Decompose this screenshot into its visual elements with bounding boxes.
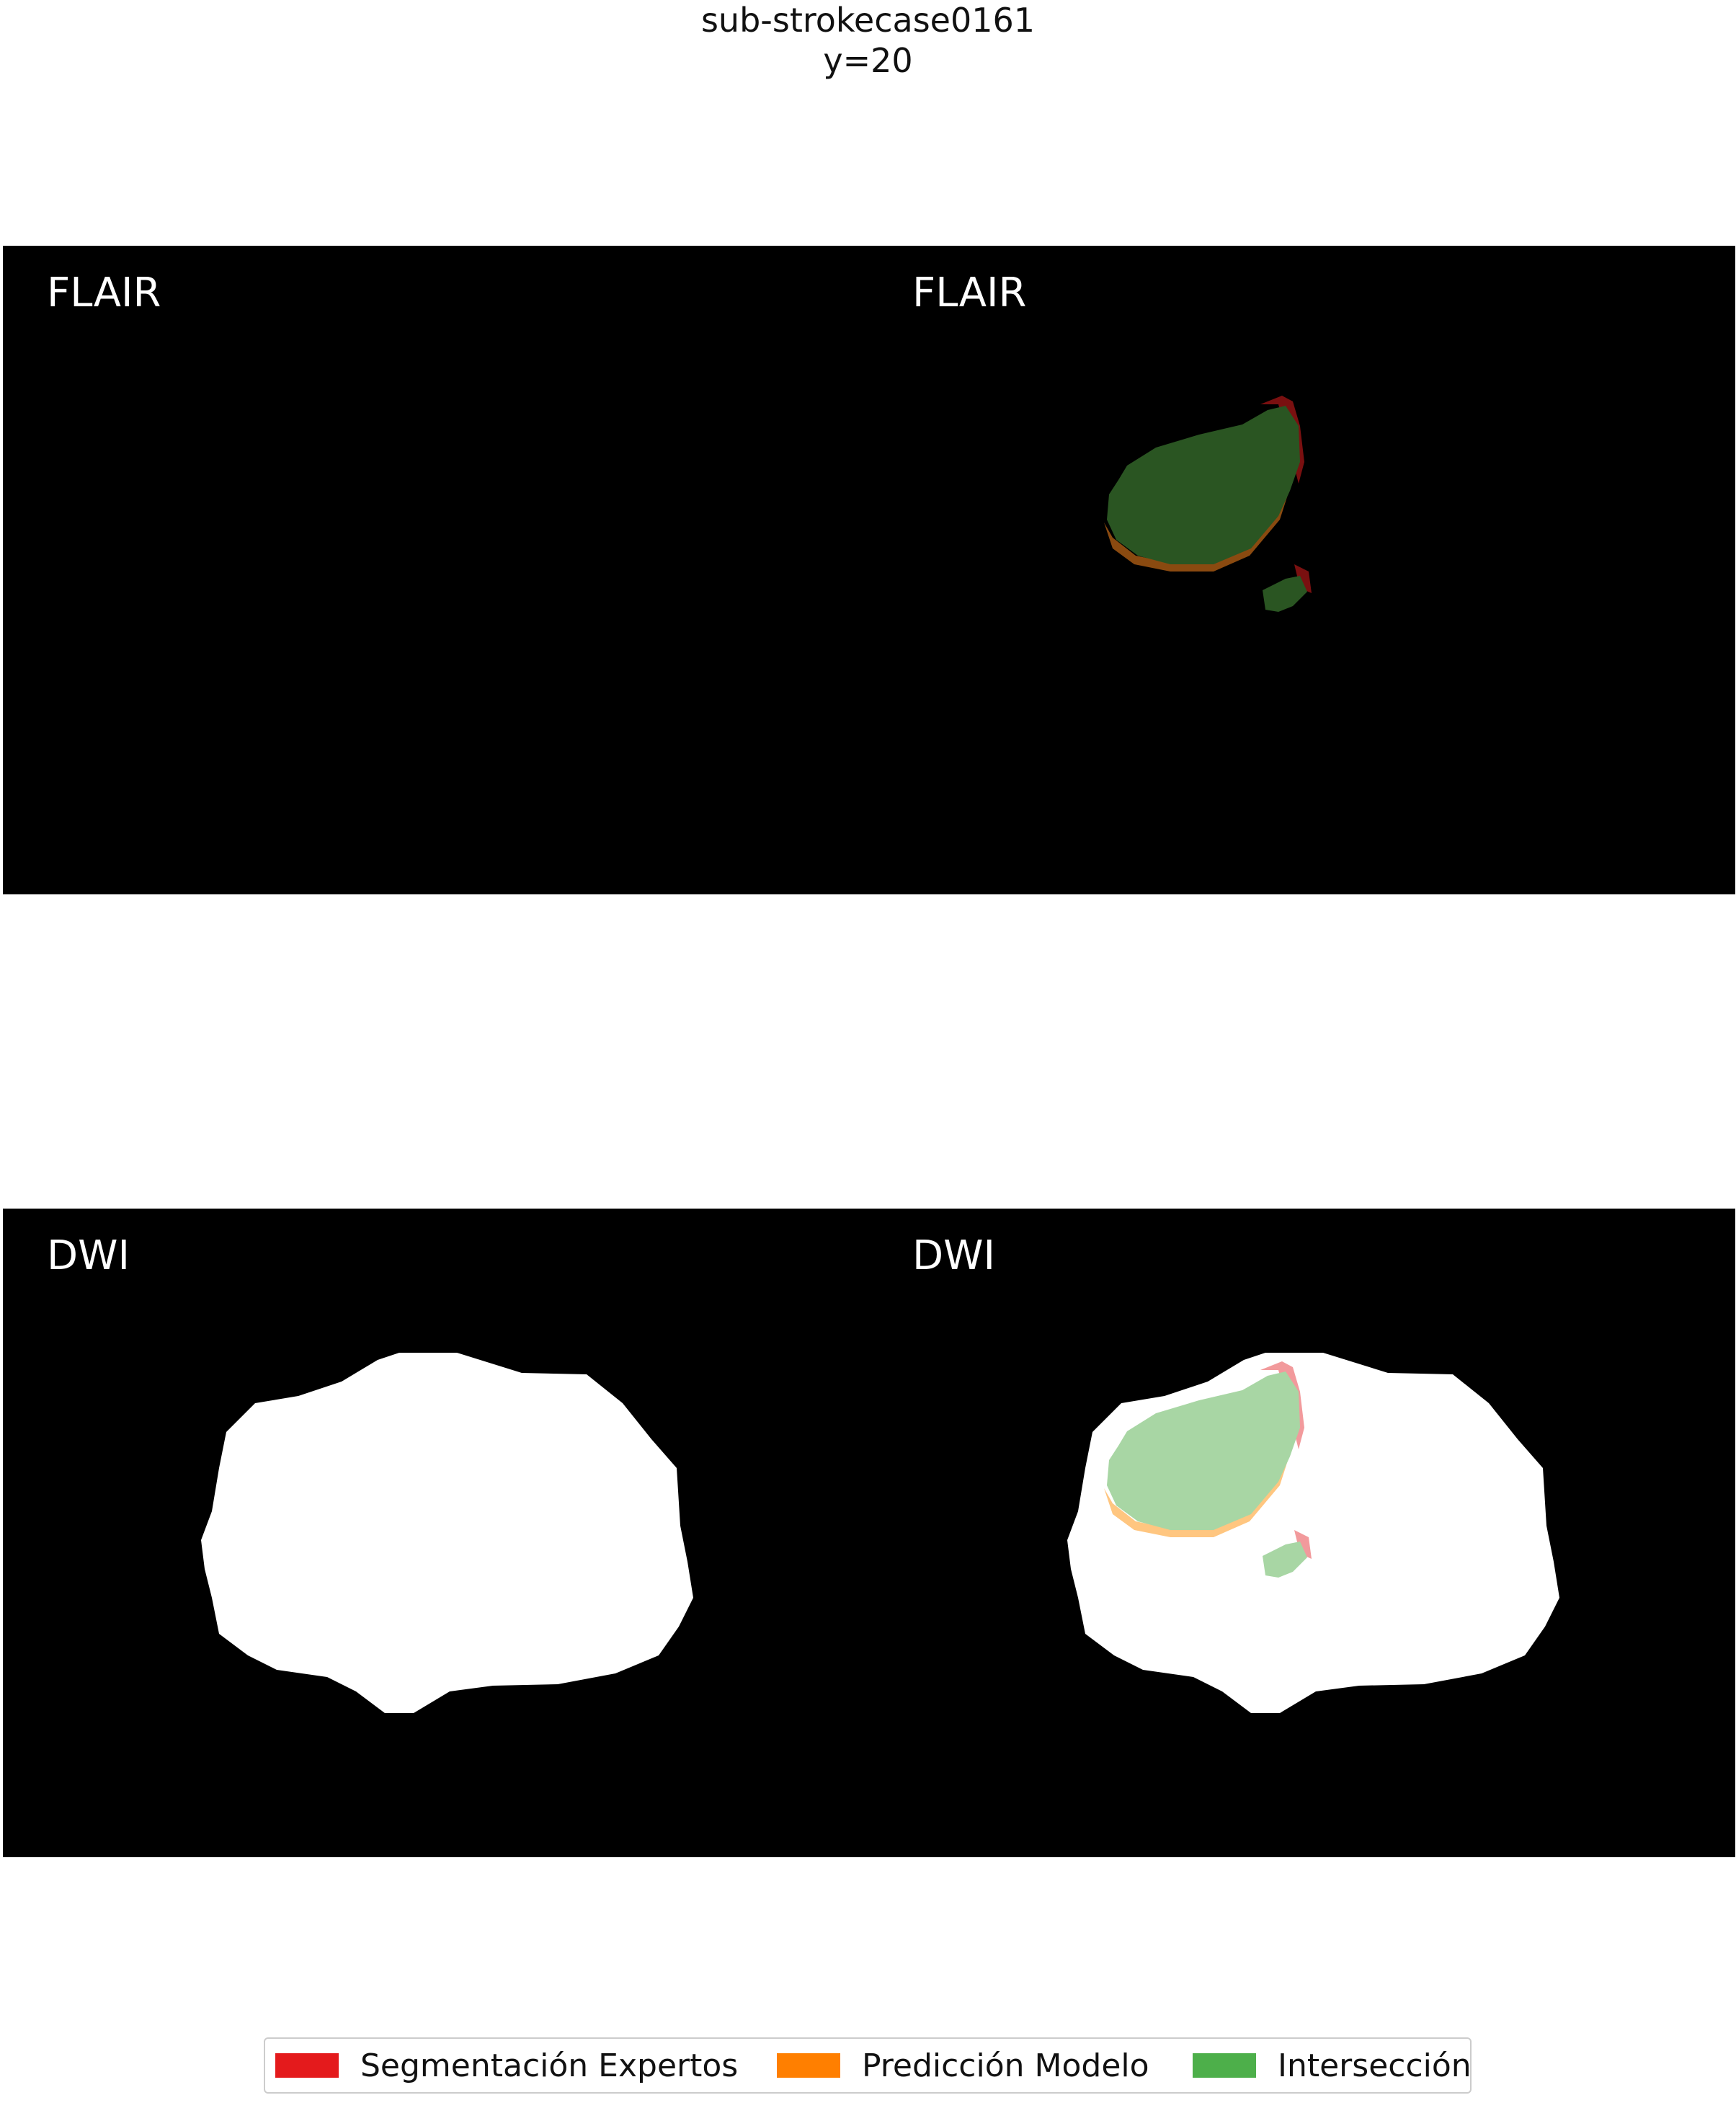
flair-images (3, 246, 1735, 894)
flair-intersection-lesion-small (1263, 576, 1307, 612)
legend-swatch-intersection (1193, 2053, 1256, 2078)
flair-right-label: FLAIR (912, 272, 1026, 315)
legend-label-expert: Segmentación Expertos (360, 2047, 738, 2084)
dwi-row-panel: DWI DWI (3, 1209, 1735, 1857)
legend-item-model: Predicción Modelo (777, 2039, 1149, 2092)
dwi-right-brain (1067, 1353, 1559, 1713)
subject-id: sub-strokecase0161 (0, 0, 1736, 40)
legend-label-model: Predicción Modelo (862, 2047, 1149, 2084)
flair-overlay-lesion (1104, 396, 1312, 612)
legend-item-intersection: Intersección (1193, 2039, 1472, 2092)
legend: Segmentación Expertos Predicción Modelo … (264, 2037, 1472, 2094)
flair-intersection-lesion-large (1107, 406, 1300, 564)
flair-left-label: FLAIR (47, 272, 161, 315)
figure-title: sub-strokecase0161 y=20 (0, 0, 1736, 81)
dwi-left-label: DWI (47, 1235, 130, 1278)
flair-row-panel: FLAIR FLAIR (3, 246, 1735, 894)
dwi-left-brain (201, 1353, 693, 1713)
dwi-images (3, 1209, 1735, 1857)
legend-swatch-expert (275, 2053, 339, 2078)
legend-swatch-model (777, 2053, 840, 2078)
dwi-right-label: DWI (912, 1235, 995, 1278)
legend-label-intersection: Intersección (1278, 2047, 1472, 2084)
legend-item-expert: Segmentación Expertos (275, 2039, 738, 2092)
slice-index: y=20 (0, 40, 1736, 81)
